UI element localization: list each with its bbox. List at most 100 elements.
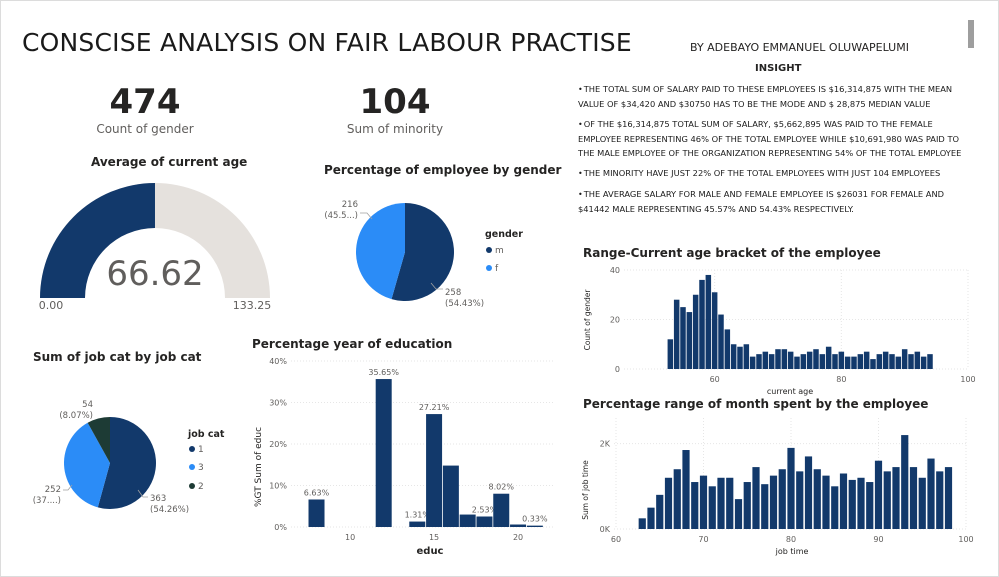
bar[interactable] <box>308 499 325 527</box>
bar[interactable] <box>711 292 718 369</box>
bar[interactable] <box>794 356 800 369</box>
bar[interactable] <box>796 471 804 529</box>
bar[interactable] <box>730 344 737 369</box>
legend-item-1[interactable]: 1 <box>198 445 204 455</box>
bar[interactable] <box>673 299 680 369</box>
bar[interactable] <box>787 447 795 529</box>
pie-slice-3[interactable] <box>63 422 110 508</box>
bar[interactable] <box>682 450 690 529</box>
bar[interactable] <box>699 279 705 369</box>
bar[interactable] <box>647 507 655 529</box>
bar[interactable] <box>936 471 944 529</box>
bar[interactable] <box>769 475 778 529</box>
pie-slice-1[interactable] <box>97 417 156 509</box>
bar[interactable] <box>825 346 832 369</box>
bar[interactable] <box>889 354 895 369</box>
bar[interactable] <box>800 354 807 369</box>
bar[interactable] <box>883 471 891 529</box>
bar[interactable] <box>476 516 493 527</box>
bar[interactable] <box>870 359 876 369</box>
bar[interactable] <box>708 486 716 529</box>
bar[interactable] <box>866 482 874 529</box>
bar[interactable] <box>848 479 856 529</box>
bar[interactable] <box>944 467 953 529</box>
bar[interactable] <box>692 294 699 369</box>
bar[interactable] <box>756 354 762 369</box>
bar[interactable] <box>838 351 845 369</box>
legend-item-2[interactable]: 2 <box>198 482 204 492</box>
bar[interactable] <box>918 477 926 529</box>
jobtime-bar-chart[interactable]: 0K 2K 60 70 80 90 100 job time Sum of job time <box>578 412 978 562</box>
gauge-chart[interactable]: 66.62 0.00 133.25 <box>30 170 290 320</box>
bar[interactable] <box>734 499 743 529</box>
bar[interactable] <box>908 354 914 369</box>
bar[interactable] <box>831 486 839 529</box>
bar[interactable] <box>920 356 927 369</box>
pie-slice-f[interactable] <box>356 203 405 300</box>
age-bar-chart[interactable]: 0 20 40 60 80 100 current age Count of gender <box>578 262 978 400</box>
bar[interactable] <box>813 469 821 529</box>
bar[interactable] <box>768 354 775 369</box>
bar[interactable] <box>510 524 527 527</box>
bar[interactable] <box>901 435 909 529</box>
legend-item-f[interactable]: f <box>495 264 499 274</box>
legend-item-3[interactable]: 3 <box>198 463 204 473</box>
bar[interactable] <box>459 514 476 527</box>
jobcat-pie-chart[interactable]: 54 (8.07%) 252 (37....) 363 (54.26%) job… <box>25 390 245 525</box>
bar[interactable] <box>892 467 900 529</box>
gauge-fill[interactable] <box>40 183 155 298</box>
bar[interactable] <box>839 473 848 530</box>
bar[interactable] <box>914 351 921 369</box>
bar[interactable] <box>927 354 933 369</box>
bar[interactable] <box>857 477 865 529</box>
bar[interactable] <box>409 521 426 527</box>
scrollbar-thumb[interactable] <box>968 20 974 48</box>
bar[interactable] <box>761 484 769 529</box>
bar[interactable] <box>526 525 543 527</box>
bar[interactable] <box>909 467 918 529</box>
bar[interactable] <box>832 354 838 369</box>
bar[interactable] <box>667 339 674 369</box>
bar[interactable] <box>686 312 693 369</box>
bar[interactable] <box>876 354 883 369</box>
bar[interactable] <box>901 349 908 369</box>
bar[interactable] <box>664 477 673 529</box>
bar[interactable] <box>857 354 864 369</box>
pie-slice-2[interactable] <box>87 417 110 463</box>
bar[interactable] <box>699 475 708 529</box>
gender-pie-chart[interactable]: 216 (45.5...) 258 (54.43%) gender m f <box>300 185 540 325</box>
bar[interactable] <box>895 356 902 369</box>
bar[interactable] <box>863 351 870 369</box>
bar[interactable] <box>927 458 935 529</box>
bar[interactable] <box>737 346 743 369</box>
bar[interactable] <box>882 351 889 369</box>
bar[interactable] <box>743 344 750 369</box>
educ-bar-chart[interactable]: 6.63% 35.65% 1.31% 27.21% 2.53% 8.02% 0.33% 0%… <box>245 350 565 565</box>
bar[interactable] <box>806 351 813 369</box>
bar[interactable] <box>426 414 443 527</box>
bar[interactable] <box>749 356 756 369</box>
bar[interactable] <box>762 351 769 369</box>
bar[interactable] <box>724 329 731 369</box>
bar[interactable] <box>638 518 646 529</box>
bar[interactable] <box>442 465 459 527</box>
bar[interactable] <box>844 356 851 369</box>
bar[interactable] <box>691 482 699 529</box>
bar[interactable] <box>752 467 760 529</box>
bar[interactable] <box>813 349 819 369</box>
bar[interactable] <box>717 477 725 529</box>
bar[interactable] <box>680 307 686 369</box>
bar[interactable] <box>787 351 794 369</box>
bar[interactable] <box>874 460 883 529</box>
bar[interactable] <box>493 493 510 527</box>
bar[interactable] <box>822 475 830 529</box>
bar[interactable] <box>819 354 826 369</box>
bar[interactable] <box>851 356 857 369</box>
bar[interactable] <box>804 456 813 529</box>
bar[interactable] <box>726 477 734 529</box>
bar[interactable] <box>375 379 392 527</box>
pie-slice-m[interactable] <box>391 203 455 301</box>
bar[interactable] <box>656 494 664 529</box>
bar[interactable] <box>743 482 751 529</box>
bar[interactable] <box>775 349 781 369</box>
